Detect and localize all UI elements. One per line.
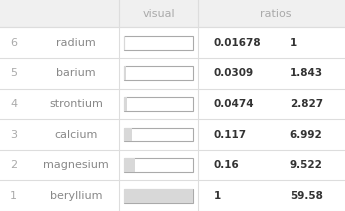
Text: strontium: strontium — [49, 99, 103, 109]
Text: 1: 1 — [214, 191, 221, 201]
Text: 9.522: 9.522 — [290, 160, 323, 170]
Bar — [124, 36, 193, 50]
Bar — [124, 66, 126, 80]
Bar — [124, 36, 125, 50]
Bar — [124, 158, 193, 172]
Text: 0.117: 0.117 — [214, 130, 247, 139]
Text: ratios: ratios — [260, 9, 292, 19]
Text: 2: 2 — [10, 160, 17, 170]
Bar — [124, 97, 127, 111]
Text: 0.16: 0.16 — [214, 160, 240, 170]
Bar — [124, 97, 193, 111]
Text: beryllium: beryllium — [50, 191, 102, 201]
Text: 1: 1 — [290, 38, 297, 48]
Bar — [124, 158, 135, 172]
Text: 59.58: 59.58 — [290, 191, 323, 201]
Text: radium: radium — [56, 38, 96, 48]
Text: 0.01678: 0.01678 — [214, 38, 262, 48]
Text: 3: 3 — [10, 130, 17, 139]
Text: calcium: calcium — [54, 130, 98, 139]
Text: 5: 5 — [10, 68, 17, 78]
Text: magnesium: magnesium — [43, 160, 109, 170]
Text: 4: 4 — [10, 99, 17, 109]
Text: 6.992: 6.992 — [290, 130, 323, 139]
Text: 1.843: 1.843 — [290, 68, 323, 78]
FancyBboxPatch shape — [0, 0, 345, 27]
Text: barium: barium — [56, 68, 96, 78]
FancyBboxPatch shape — [0, 27, 345, 211]
Bar — [124, 128, 132, 141]
Text: 6: 6 — [10, 38, 17, 48]
Bar — [124, 128, 193, 141]
Bar — [124, 189, 193, 203]
Text: 2.827: 2.827 — [290, 99, 323, 109]
Text: 1: 1 — [10, 191, 17, 201]
Text: 0.0309: 0.0309 — [214, 68, 254, 78]
Bar — [124, 189, 193, 203]
Text: 0.0474: 0.0474 — [214, 99, 255, 109]
Bar — [124, 66, 193, 80]
Text: visual: visual — [142, 9, 175, 19]
